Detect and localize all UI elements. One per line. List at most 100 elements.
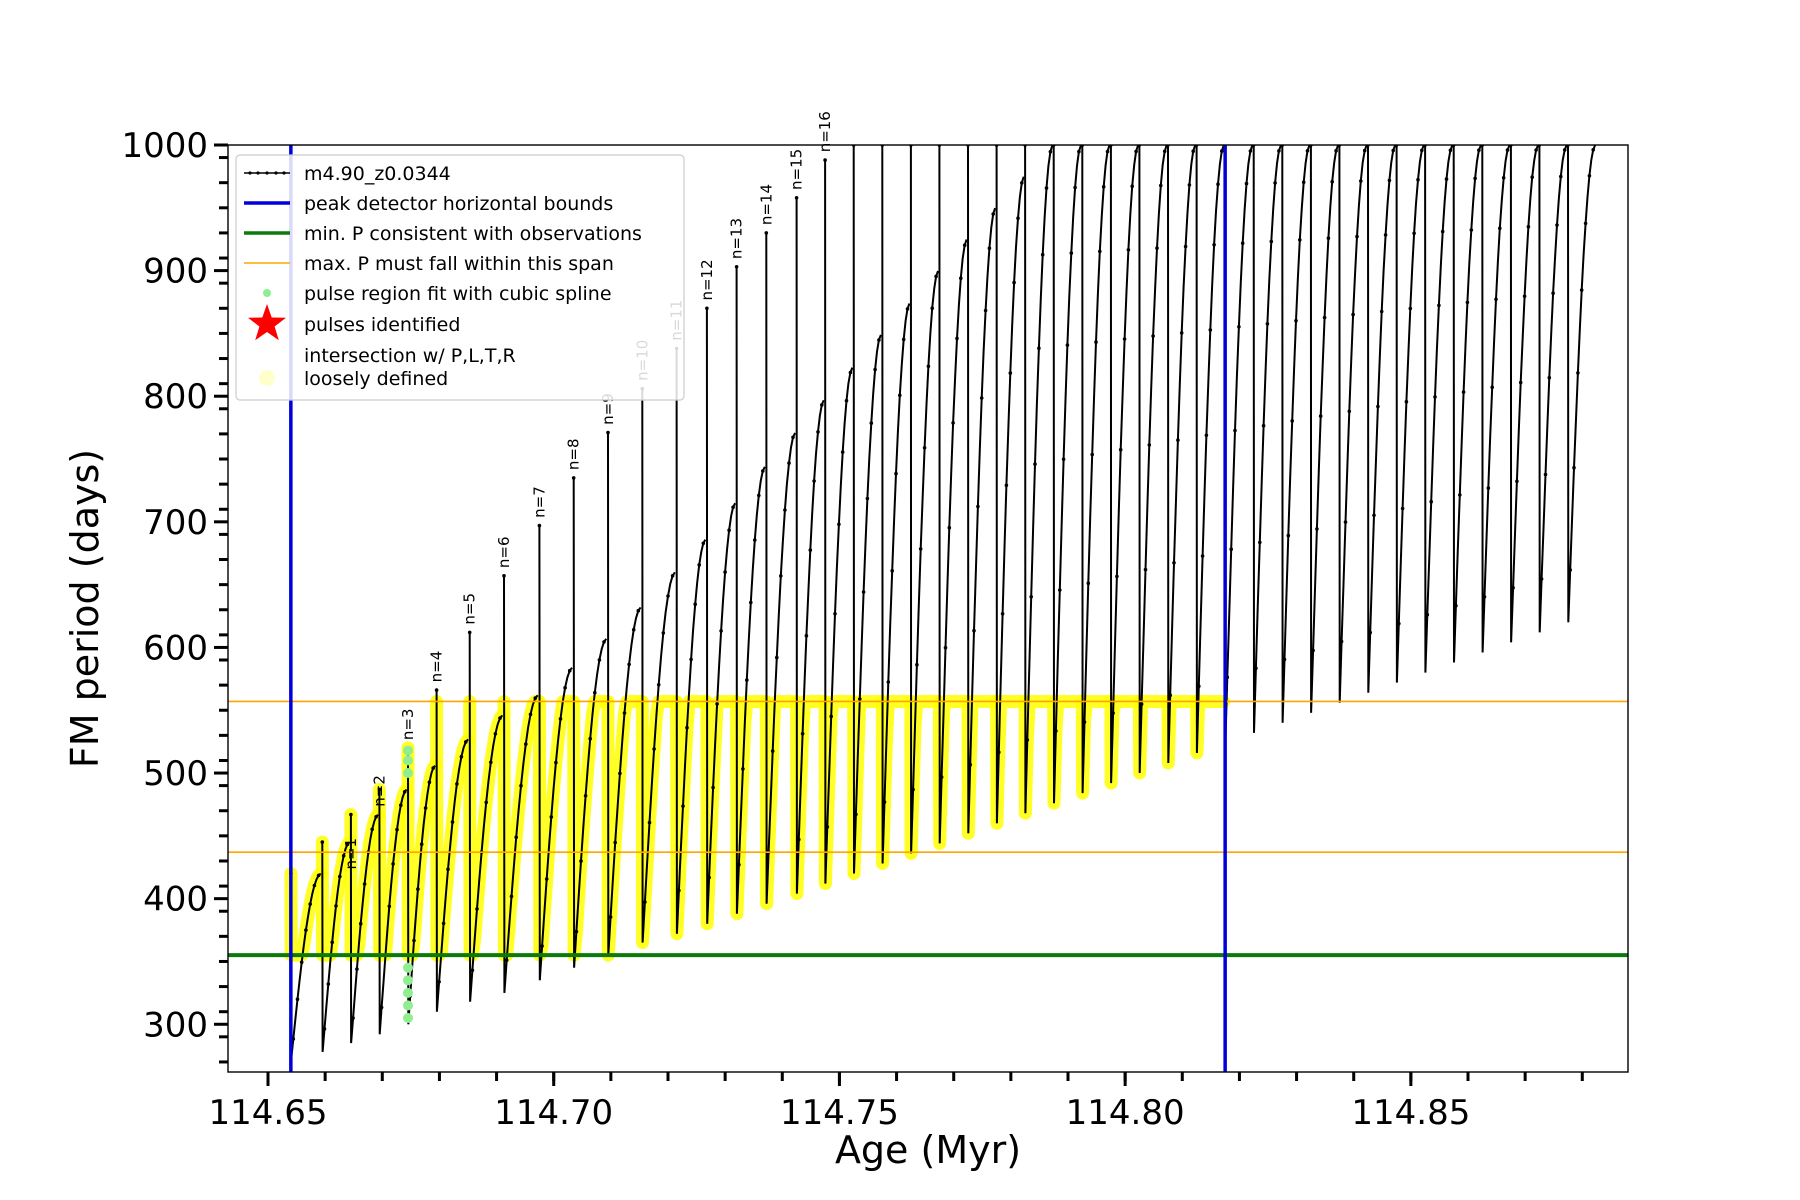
track-pulse-21 [909,145,939,854]
track-point [399,803,403,807]
track-point [753,538,757,542]
track-pulse-9 [538,525,573,981]
spline-point-1 [403,1012,413,1023]
track-point [711,785,715,790]
track-point [934,274,938,279]
track-point [498,716,502,720]
track-point [1334,148,1338,153]
pulse-label-2: n=2 [370,775,388,807]
track-point [1115,574,1119,579]
track-point [1277,149,1281,153]
track-point [1315,527,1319,531]
track-point [608,915,613,919]
spline-point-8 [403,745,413,756]
track-point [1404,399,1409,404]
track-point [1562,148,1567,152]
track-point [1000,612,1005,616]
track-point [1290,419,1294,423]
track-point [976,504,980,509]
track-point [1147,443,1152,447]
pulse-label-5: n=5 [461,593,479,625]
track-point [915,662,919,667]
spline-point-5 [403,962,413,973]
spline-point-2 [403,1000,413,1011]
track-point [1008,371,1013,375]
track-point [1265,322,1270,326]
track-point [395,827,399,832]
legend-key-dot [263,289,271,297]
track-point [423,806,428,810]
track-point [1139,702,1144,706]
track-point [991,212,995,216]
track-point [800,731,805,736]
track-point [419,842,424,846]
track-point [1351,312,1355,317]
track-point [656,683,661,687]
track-point [701,541,706,546]
track-pulse-4 [378,788,408,1035]
track-point [697,563,701,567]
track-point [779,574,783,578]
track-point [837,522,841,527]
track-point [1172,561,1176,565]
track-point [1477,148,1481,152]
track-point [1494,297,1498,302]
track-point [1515,479,1519,484]
track-point [299,960,304,965]
track-pulse-20 [881,145,911,864]
track-point [1044,186,1049,190]
track-pulse-29 [1138,145,1168,774]
track-point [1311,648,1315,653]
track-point [1261,423,1266,428]
track-point [524,742,528,746]
track-point [1054,729,1058,733]
track-pulse-40 [1452,145,1482,663]
track-point [370,827,375,832]
track-point [858,697,862,701]
track-point [446,867,450,872]
track-point [1416,177,1420,182]
track-point [1458,493,1462,497]
pulse-label-13: n=13 [728,218,746,259]
x-tick-label: 114.65 [209,1093,328,1133]
track-point [502,574,506,578]
pulse-label-6: n=6 [495,536,513,568]
track-pulse-12 [641,388,676,943]
track-point [823,158,827,162]
track-point [787,461,791,465]
track-point [898,393,902,398]
x-axis-title: Age (Myr) [835,1128,1021,1172]
y-tick-label: 500 [143,754,208,794]
track-point [877,338,881,342]
track-point [1069,251,1074,255]
track-pulse-23 [967,145,997,834]
track-point [1301,180,1306,185]
track-point [1469,228,1474,232]
track-point [808,548,813,552]
track-point [901,337,906,342]
track-point [745,678,749,682]
track-point [939,775,944,779]
track-point [1073,185,1077,190]
track-point [943,645,948,650]
legend-label-3: min. P consistent with observations [304,223,642,245]
track-point [812,479,816,483]
track-point [1037,346,1041,351]
track-point [571,476,576,480]
track-point [304,928,308,932]
track-point [1505,148,1510,152]
track-point [484,800,489,805]
spline-point-3 [403,987,413,998]
track-point [1151,334,1155,338]
track-point [1501,176,1506,180]
track-point [670,574,675,578]
track-point [770,749,775,753]
track-point [1248,149,1253,153]
track-point [723,570,727,574]
track-point [1530,175,1534,179]
pulse-labels-layer: n=1n=2n=3n=4n=5n=6n=7n=8n=9n=10n=11n=12n… [342,111,834,869]
legend-label-5: pulse region fit with cubic spline [304,283,612,305]
track-point [1376,404,1380,409]
track-point [951,421,955,425]
track-point [377,787,382,792]
